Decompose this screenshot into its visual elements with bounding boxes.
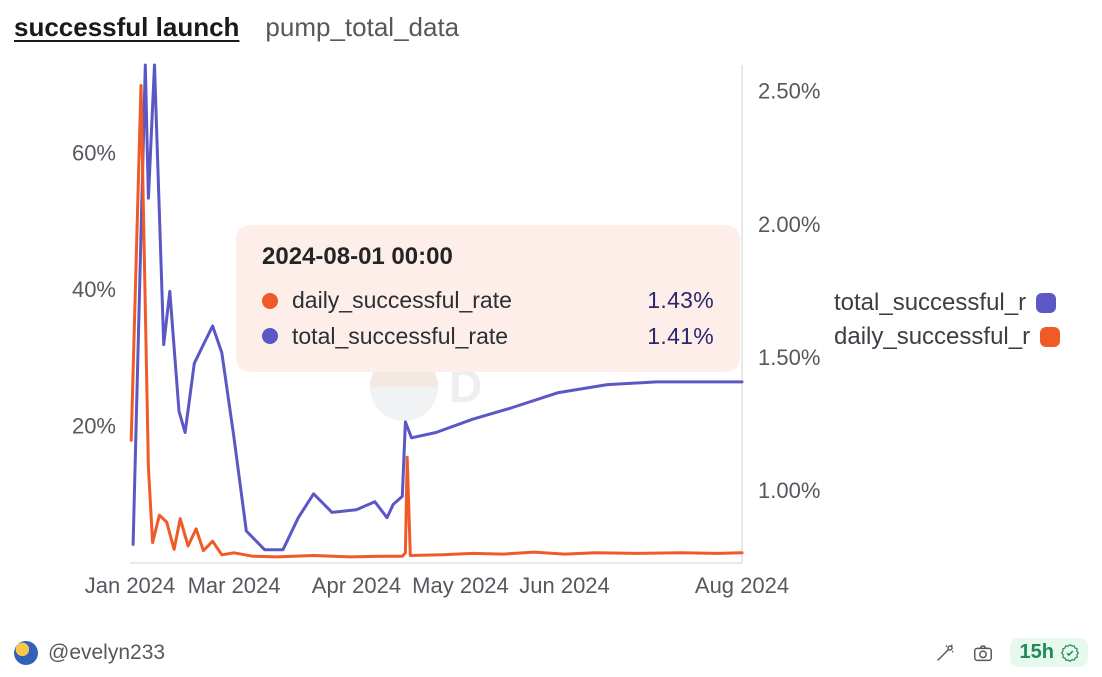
legend-item-daily[interactable]: daily_successful_r <box>834 323 1084 351</box>
tooltip-row-daily: daily_successful_rate 1.43% <box>262 283 714 319</box>
tooltip-title: 2024-08-01 00:00 <box>262 243 714 271</box>
legend-label: daily_successful_r <box>834 323 1030 351</box>
svg-text:2.50%: 2.50% <box>758 79 820 104</box>
chart-area: D 20%40%60%1.00%1.50%2.00%2.50%Jan 2024M… <box>14 65 1088 613</box>
tooltip-label: total_successful_rate <box>292 319 647 355</box>
legend-swatch <box>1040 327 1060 347</box>
svg-text:Mar 2024: Mar 2024 <box>188 573 281 598</box>
tooltip-dot <box>262 328 278 344</box>
svg-text:1.00%: 1.00% <box>758 478 820 503</box>
svg-text:40%: 40% <box>72 277 116 302</box>
tab-pump-total-data[interactable]: pump_total_data <box>265 12 459 43</box>
tooltip-value: 1.41% <box>647 319 714 355</box>
verified-icon <box>1060 643 1080 663</box>
svg-text:Aug 2024: Aug 2024 <box>695 573 789 598</box>
tabs-bar: successful launch pump_total_data <box>14 12 1088 43</box>
wand-icon[interactable] <box>934 642 956 664</box>
tooltip-value: 1.43% <box>647 283 714 319</box>
age-badge[interactable]: 15h <box>1010 638 1088 667</box>
camera-icon[interactable] <box>972 642 994 664</box>
svg-text:Jan 2024: Jan 2024 <box>85 573 176 598</box>
legend-item-total[interactable]: total_successful_r <box>834 289 1084 317</box>
svg-text:20%: 20% <box>72 414 116 439</box>
legend: total_successful_r daily_successful_r <box>834 289 1084 357</box>
footer-bar: @evelyn233 15h <box>14 638 1088 667</box>
tooltip-row-total: total_successful_rate 1.41% <box>262 319 714 355</box>
svg-text:Jun 2024: Jun 2024 <box>519 573 610 598</box>
author-username[interactable]: @evelyn233 <box>48 641 165 665</box>
hover-tooltip: 2024-08-01 00:00 daily_successful_rate 1… <box>236 225 740 372</box>
svg-text:1.50%: 1.50% <box>758 345 820 370</box>
tooltip-label: daily_successful_rate <box>292 283 647 319</box>
svg-text:2.00%: 2.00% <box>758 212 820 237</box>
svg-text:May 2024: May 2024 <box>412 573 509 598</box>
svg-text:60%: 60% <box>72 141 116 166</box>
svg-text:Apr 2024: Apr 2024 <box>312 573 401 598</box>
author-avatar[interactable] <box>14 641 38 665</box>
legend-label: total_successful_r <box>834 289 1026 317</box>
legend-swatch <box>1036 293 1056 313</box>
tooltip-dot <box>262 293 278 309</box>
age-text: 15h <box>1020 641 1054 664</box>
tab-successful-launch[interactable]: successful launch <box>14 12 239 43</box>
